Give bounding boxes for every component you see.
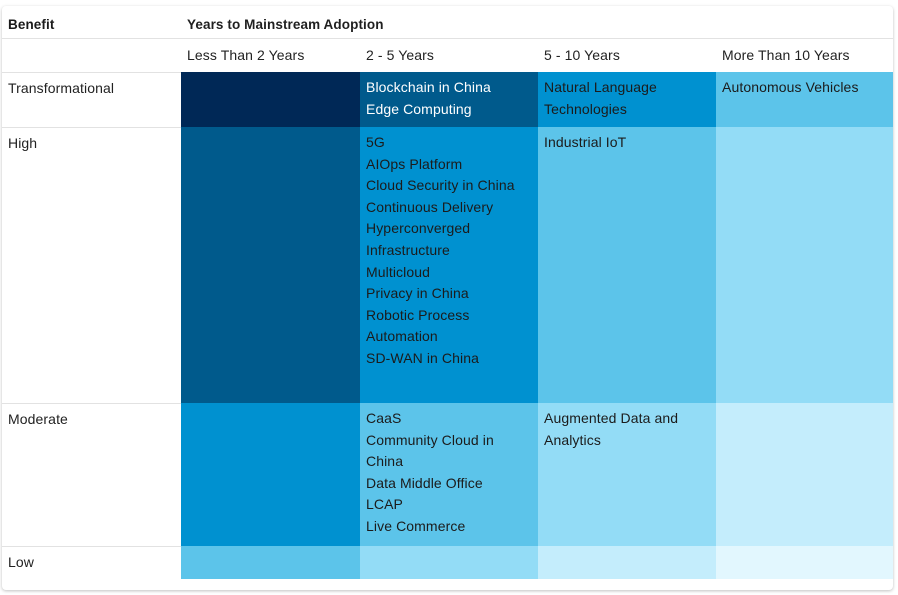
matrix-cell <box>360 546 538 579</box>
matrix-cell: CaaS Community Cloud in China Data Middle … <box>360 403 538 546</box>
technology-item: Data Middle Office <box>366 474 483 491</box>
technology-item: Community Cloud in China <box>366 431 494 470</box>
technology-item: SD-WAN in China <box>366 349 480 366</box>
technology-item: Industrial IoT <box>544 134 627 150</box>
technology-item: LCAP <box>366 496 403 513</box>
technology-item: Edge Computing <box>366 100 472 117</box>
matrix-cell: Natural Language Technologies <box>538 72 716 127</box>
column-header-spacer <box>2 38 181 72</box>
matrix-cell <box>181 403 360 546</box>
matrix-cell <box>181 72 360 127</box>
matrix-cell <box>716 403 893 546</box>
row-label: Moderate <box>2 403 181 546</box>
technology-item: Hyperconverged Infrastructure <box>366 220 471 258</box>
priority-matrix-grid: Benefit Years to Mainstream Adoption Les… <box>2 6 893 579</box>
row-label: Low <box>2 546 181 579</box>
technology-item: Autonomous Vehicles <box>722 79 859 95</box>
matrix-cell <box>181 127 360 403</box>
matrix-cell: Augmented Data and Analytics <box>538 403 716 546</box>
matrix-cell <box>538 546 716 579</box>
row-label: Transformational <box>2 72 181 127</box>
column-header: Less Than 2 Years <box>181 38 360 72</box>
column-header: More Than 10 Years <box>716 38 893 72</box>
technology-item: AIOps Platform <box>366 155 463 172</box>
column-header: 5 - 10 Years <box>538 38 716 72</box>
technology-item: Multicloud <box>366 263 431 280</box>
technology-item: 5G <box>366 134 385 150</box>
row-label: High <box>2 127 181 403</box>
matrix-cell <box>716 127 893 403</box>
technology-item: Continuous Delivery <box>366 198 494 215</box>
technology-item: Privacy in China <box>366 285 469 302</box>
column-header: 2 - 5 Years <box>360 38 538 72</box>
matrix-cell: 5G AIOps Platform Cloud Security in China C… <box>360 127 538 403</box>
technology-item: Augmented Data and Analytics <box>544 410 679 448</box>
corner-header: Benefit <box>8 17 55 32</box>
matrix-cell: Industrial IoT <box>538 127 716 403</box>
technology-item: CaaS <box>366 410 402 426</box>
technology-item: Cloud Security in China <box>366 177 515 194</box>
column-group-header: Years to Mainstream Adoption <box>187 17 384 32</box>
technology-item: Robotic Process Automation <box>366 306 470 345</box>
technology-item: Natural Language Technologies <box>544 79 657 117</box>
technology-item: Blockchain in China <box>366 79 491 95</box>
matrix-cell <box>181 546 360 579</box>
matrix-cell: Autonomous Vehicles <box>716 72 893 127</box>
matrix-cell: Blockchain in China Edge Computing <box>360 72 538 127</box>
matrix-cell <box>716 546 893 579</box>
technology-item: Live Commerce <box>366 517 466 534</box>
priority-matrix: Benefit Years to Mainstream Adoption Les… <box>2 6 893 590</box>
